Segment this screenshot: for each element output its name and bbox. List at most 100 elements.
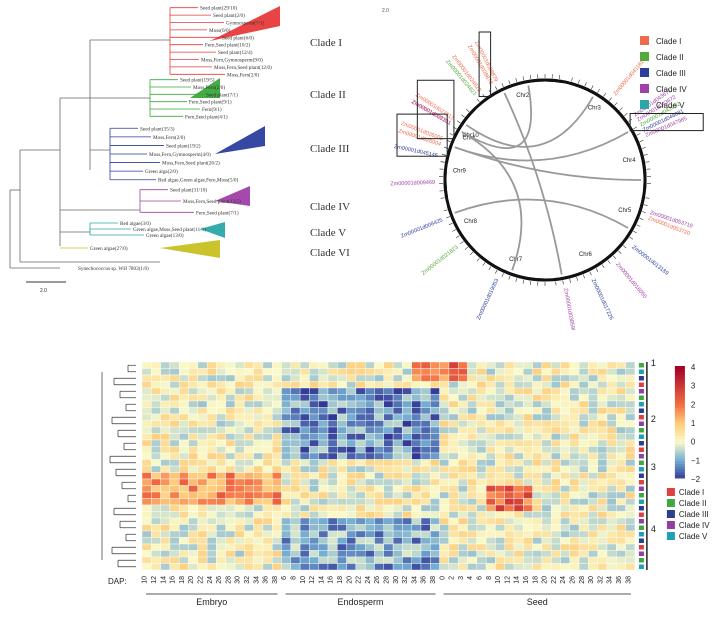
heatmap-cell xyxy=(207,440,216,447)
heatmap-cell xyxy=(337,473,346,480)
heatmap-cell xyxy=(235,414,244,421)
heatmap-cell xyxy=(523,499,532,506)
heatmap-cell xyxy=(402,362,411,369)
heatmap-cell xyxy=(356,473,365,480)
legend-label: Clade II xyxy=(679,499,707,508)
heatmap-cell xyxy=(226,447,235,454)
heatmap-cell xyxy=(421,473,430,480)
heatmap-cell xyxy=(616,518,625,525)
heatmap-cell xyxy=(551,544,560,551)
heatmap-cell xyxy=(495,427,504,434)
heatmap-cell xyxy=(356,408,365,415)
leaf-label: Green algae,Moss,Seed plant(11/1) xyxy=(133,226,206,233)
heatmap-cell xyxy=(282,369,291,376)
heatmap-cell xyxy=(486,427,495,434)
heatmap-cell xyxy=(189,525,198,532)
heatmap-cell xyxy=(207,382,216,389)
heatmap-cell xyxy=(570,414,579,421)
heatmap-cell xyxy=(161,427,170,434)
heatmap-cell xyxy=(458,518,467,525)
heatmap-cell xyxy=(598,369,607,376)
heatmap-cell xyxy=(486,369,495,376)
heatmap-cell xyxy=(347,401,356,408)
heatmap-cell xyxy=(616,388,625,395)
day-tick-label: 32 xyxy=(402,576,409,584)
chromosome-label: Chr8 xyxy=(464,219,478,225)
colorbar-tick: 2 xyxy=(691,400,696,409)
heatmap-cell xyxy=(551,499,560,506)
heatmap-cell xyxy=(207,388,216,395)
heatmap-cell xyxy=(207,531,216,538)
heatmap-cell xyxy=(430,382,439,389)
heatmap-cell xyxy=(561,427,570,434)
heatmap-cell xyxy=(198,434,207,441)
heatmap-cell xyxy=(375,473,384,480)
heatmap-cell xyxy=(254,408,263,415)
heatmap-cell xyxy=(179,401,188,408)
heatmap-cell xyxy=(477,505,486,512)
heatmap-cell xyxy=(514,401,523,408)
heatmap-cell xyxy=(142,382,151,389)
heatmap-cell xyxy=(151,440,160,447)
heatmap-cell xyxy=(393,375,402,382)
heatmap-cell xyxy=(337,538,346,545)
heatmap-cell xyxy=(216,538,225,545)
heatmap-cell xyxy=(300,369,309,376)
heatmap-cell xyxy=(319,557,328,564)
heatmap-cell xyxy=(430,447,439,454)
group-label: Embryo xyxy=(196,597,227,607)
heatmap-cell xyxy=(523,551,532,558)
leaf-label: Moss(0/0) xyxy=(209,27,231,34)
heatmap-cell xyxy=(579,447,588,454)
heatmap-cell xyxy=(263,479,272,486)
heatmap-cell xyxy=(523,395,532,402)
row-clade-marker xyxy=(639,467,644,472)
tick xyxy=(446,217,450,218)
leaf-label: Fern,Seed plant(4/1) xyxy=(185,113,228,120)
heatmap-cell xyxy=(607,375,616,382)
day-tick-label: 18 xyxy=(532,576,539,584)
heatmap-cell xyxy=(328,492,337,499)
heatmap-cell xyxy=(226,512,235,519)
tick xyxy=(457,121,460,123)
heatmap-cell xyxy=(393,408,402,415)
heatmap-cell xyxy=(626,440,635,447)
tick xyxy=(613,256,616,259)
heatmap-cell xyxy=(430,401,439,408)
heatmap-cell xyxy=(161,408,170,415)
leaf-label: Fern(9/1) xyxy=(202,106,222,113)
heatmap-cell xyxy=(328,544,337,551)
legend-label: Clade III xyxy=(656,69,686,78)
day-tick-label: 20 xyxy=(542,576,549,584)
heatmap-cell xyxy=(300,499,309,506)
heatmap-cell xyxy=(347,551,356,558)
row-group-label: 2 xyxy=(651,414,656,424)
heatmap-cell xyxy=(542,486,551,493)
heatmap-cell xyxy=(384,479,393,486)
heatmap-cell xyxy=(402,375,411,382)
heatmap-cell xyxy=(607,564,616,571)
leaf-label: Seed plant(29/10) xyxy=(200,5,237,12)
heatmap-cell xyxy=(533,479,542,486)
heatmap-cell xyxy=(337,440,346,447)
heatmap-cell xyxy=(384,375,393,382)
legend-swatch xyxy=(640,36,649,45)
heatmap-cell xyxy=(505,427,514,434)
heatmap-cell xyxy=(570,460,579,467)
heatmap-cell xyxy=(542,512,551,519)
tick xyxy=(633,231,636,233)
heatmap-cell xyxy=(384,453,393,460)
heatmap-cell xyxy=(300,531,309,538)
heatmap-cell xyxy=(440,401,449,408)
heatmap-cell xyxy=(347,499,356,506)
heatmap-cell xyxy=(337,388,346,395)
heatmap-cell xyxy=(319,421,328,428)
heatmap-cell xyxy=(533,362,542,369)
heatmap-cell xyxy=(189,434,198,441)
heatmap-cell xyxy=(430,440,439,447)
heatmap-cell xyxy=(421,486,430,493)
heatmap-cell xyxy=(579,473,588,480)
heatmap-cell xyxy=(254,375,263,382)
heatmap-cell xyxy=(477,453,486,460)
heatmap-cell xyxy=(468,486,477,493)
